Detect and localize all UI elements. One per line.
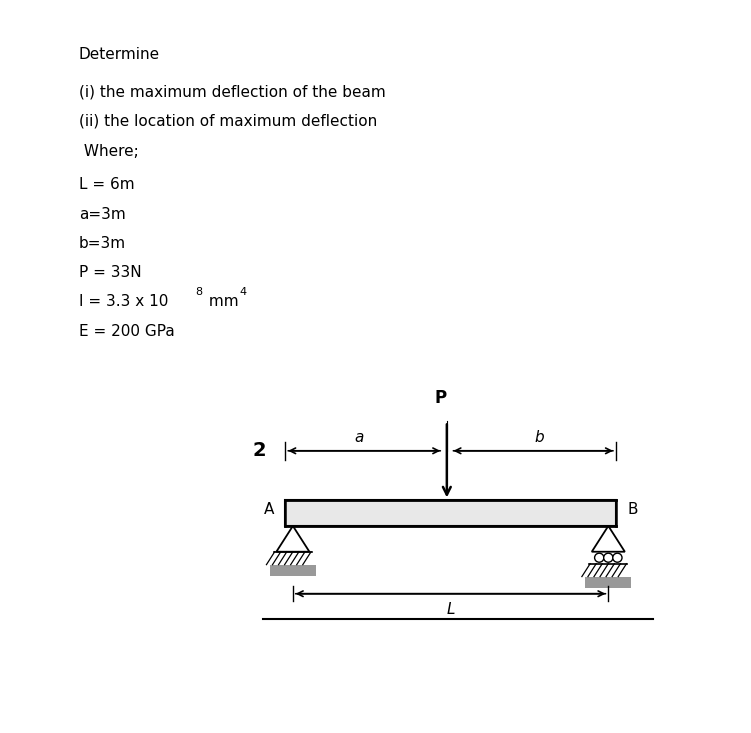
- Circle shape: [595, 553, 604, 562]
- Text: a=3m: a=3m: [79, 207, 125, 221]
- Text: Determine: Determine: [79, 48, 160, 62]
- Circle shape: [604, 553, 613, 562]
- Text: Where;: Where;: [79, 144, 139, 159]
- Text: mm: mm: [204, 295, 239, 309]
- Bar: [270, 564, 316, 576]
- Text: L: L: [446, 603, 455, 617]
- Circle shape: [613, 553, 622, 562]
- Text: (i) the maximum deflection of the beam: (i) the maximum deflection of the beam: [79, 84, 385, 99]
- Text: 4: 4: [240, 287, 246, 298]
- Text: b: b: [534, 430, 544, 445]
- Text: b=3m: b=3m: [79, 236, 126, 251]
- Text: P: P: [435, 389, 447, 407]
- Text: (ii) the location of maximum deflection: (ii) the location of maximum deflection: [79, 114, 377, 128]
- Text: L = 6m: L = 6m: [79, 177, 134, 192]
- Text: a: a: [354, 430, 363, 445]
- Text: 8: 8: [195, 287, 202, 298]
- Text: P = 33N: P = 33N: [79, 265, 141, 280]
- Text: I = 3.3 x 10: I = 3.3 x 10: [79, 295, 168, 309]
- Text: A: A: [264, 502, 274, 517]
- Text: 2: 2: [252, 441, 266, 460]
- Bar: [585, 577, 632, 588]
- Text: E = 200 GPa: E = 200 GPa: [79, 324, 174, 339]
- Text: B: B: [627, 502, 638, 517]
- Bar: [285, 500, 616, 526]
